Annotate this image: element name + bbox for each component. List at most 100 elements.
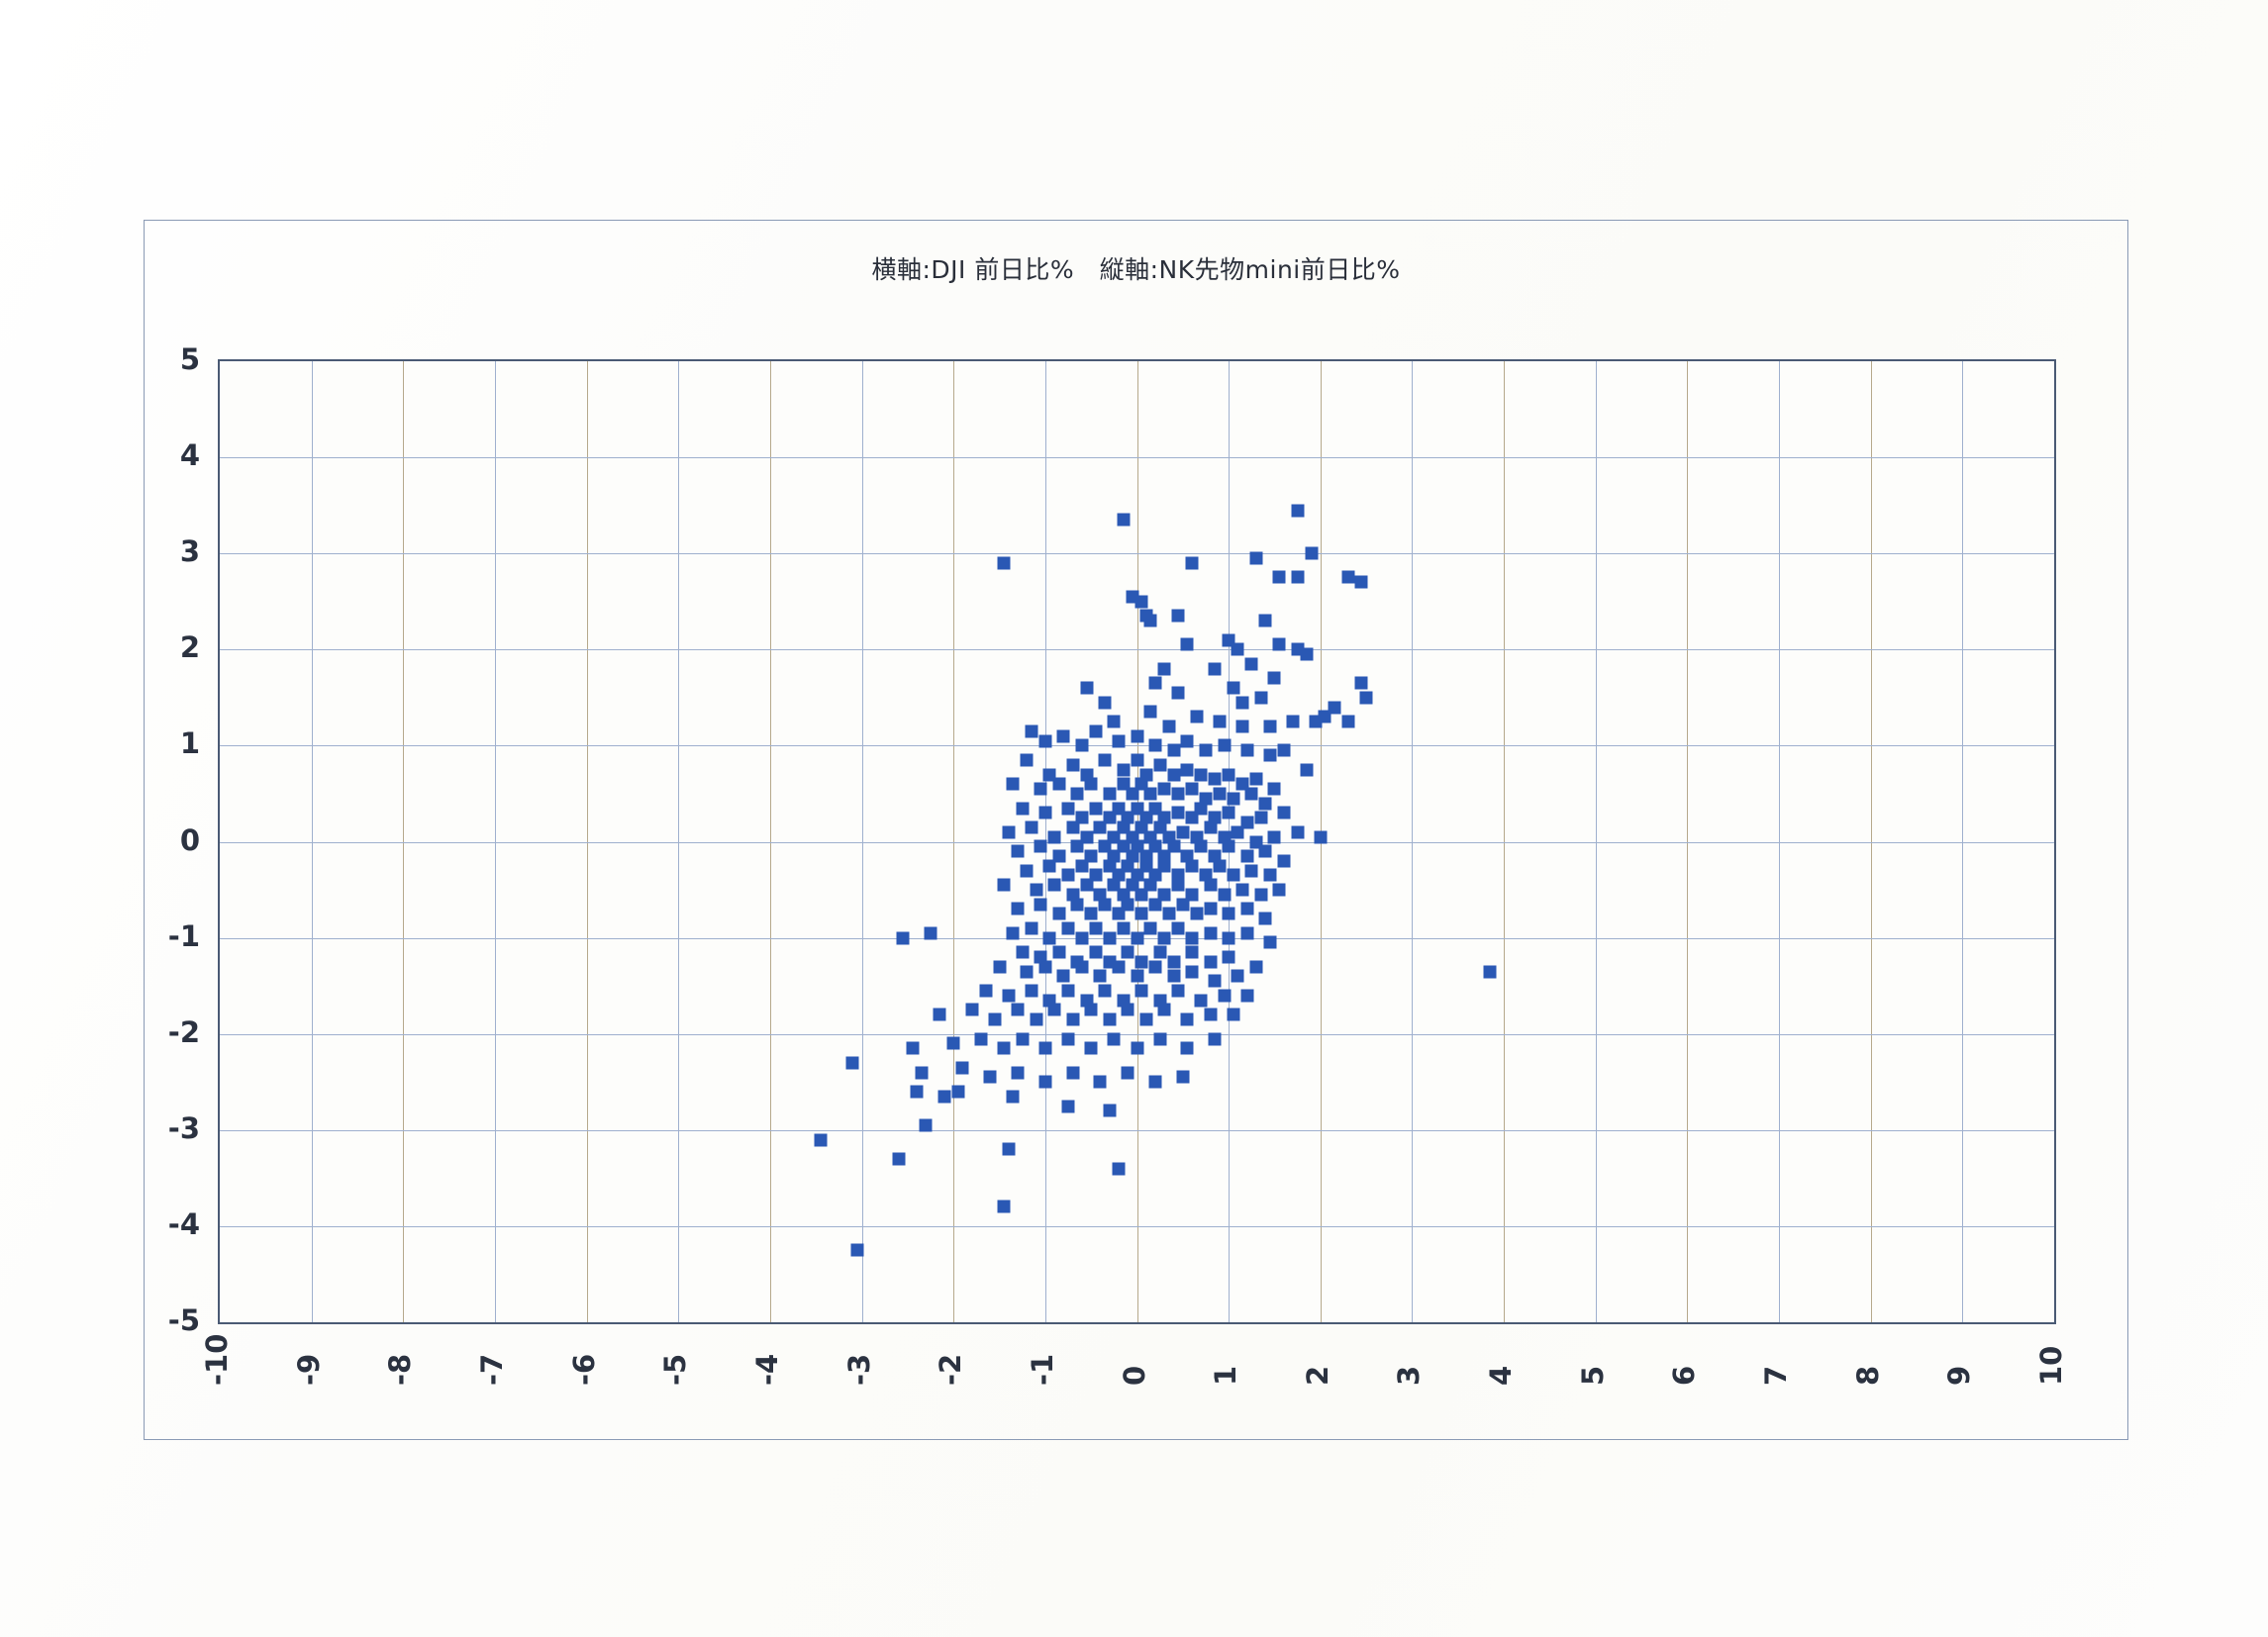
scatter-point [1171,686,1185,700]
scatter-point [1030,1012,1043,1026]
scatter-point [993,960,1007,974]
scatter-point [1208,662,1222,676]
scatter-point [1011,902,1025,915]
scatter-point [1016,945,1030,959]
scatter-point [1167,743,1181,757]
scatter-point [1143,787,1157,801]
y-tick-label: -1 [167,918,200,953]
scatter-point [1258,797,1272,811]
scatter-point [1162,907,1176,920]
x-tick-label: -2 [934,1353,968,1386]
scatter-point [1222,839,1235,853]
scatter-point [1011,844,1025,858]
scatter-point [1208,974,1222,988]
scatter-point [1227,868,1240,882]
scatter-point [892,1152,906,1166]
scatter-point [1157,1003,1171,1016]
scatter-point [1190,710,1204,723]
scatter-point [1222,931,1235,945]
scatter-point [1093,1075,1107,1089]
scatter-point [1080,681,1094,695]
scatter-point [1258,614,1272,627]
scatter-point [1180,1012,1194,1026]
scatter-point [1131,753,1143,767]
scatter-point [1002,1142,1016,1156]
scatter-point [1167,969,1181,983]
scatter-point [1244,657,1258,671]
scatter-point [1103,787,1117,801]
scatter-point [1143,705,1157,719]
scatter-point [1185,931,1199,945]
scatter-point [1098,753,1112,767]
scatter-point [1093,969,1107,983]
scatter-point [1148,898,1162,912]
scatter-point [1131,969,1143,983]
scatter-point [1204,926,1218,940]
scatter-point [1148,738,1162,752]
scatter-point [979,984,993,998]
scatter-point [1034,898,1047,912]
scatter-point [1025,820,1038,834]
scatter-point [1314,830,1328,844]
x-tick-label: -5 [658,1353,693,1386]
scatter-point [845,1056,859,1070]
scatter-point [1190,907,1204,920]
scatter-point [1235,696,1249,710]
scatter-point [1011,1003,1025,1016]
scatter-point [1157,859,1171,873]
y-tick-label: -4 [167,1206,200,1241]
x-tick-label: -1 [1025,1353,1059,1386]
scatter-point [1272,637,1286,651]
scatter-point [1056,969,1070,983]
scatter-point [1222,950,1235,964]
x-tick-label: 1 [1209,1365,1243,1386]
scatter-point [1162,720,1176,733]
scatter-point [1121,945,1134,959]
scatter-point [1194,994,1208,1008]
scatter-point [919,1118,933,1132]
scatter-point [1148,1075,1162,1089]
scatter-point [1134,955,1148,969]
scatter-point [1249,960,1263,974]
scatter-point [1042,859,1056,873]
scatter-point [1208,1032,1222,1046]
scatter-point [965,1003,979,1016]
scatter-point [1231,642,1244,656]
scatter-point [1244,864,1258,878]
scatter-point [1117,513,1131,527]
scatter-point [1185,945,1199,959]
x-tick-label: 4 [1484,1365,1519,1386]
scatter-point [1061,802,1075,815]
scatter-point [1213,715,1227,728]
scatter-point [1143,878,1157,892]
scatter-point [1194,839,1208,853]
scatter-point [1180,1041,1194,1055]
scatter-point [1034,782,1047,796]
scatter-point [1300,647,1314,661]
scatter-point [1047,878,1061,892]
scatter-point [1176,1070,1190,1084]
scatter-point [1103,931,1117,945]
scatter-point [1066,1066,1080,1080]
scatter-point [1204,955,1218,969]
scatter-point [1267,830,1281,844]
scatter-point [1263,868,1277,882]
scatter-point [1107,1032,1121,1046]
scatter-point [1157,662,1171,676]
scatter-point [937,1090,951,1104]
y-tick-label: 5 [179,342,200,376]
scatter-point [1249,551,1263,565]
scatter-point [1176,825,1190,839]
y-tick-label: -5 [167,1303,200,1337]
scatter-point [1042,931,1056,945]
scatter-point [1066,820,1080,834]
scatter-point [1354,676,1368,690]
scatter-point [1272,570,1286,584]
scatter-point [1231,825,1244,839]
scatter-point [1204,820,1218,834]
scatter-point [1061,921,1075,935]
scatter-point [1176,898,1190,912]
scatter-point [997,1041,1011,1055]
scatter-point [1066,758,1080,772]
scatter-point [997,556,1011,570]
